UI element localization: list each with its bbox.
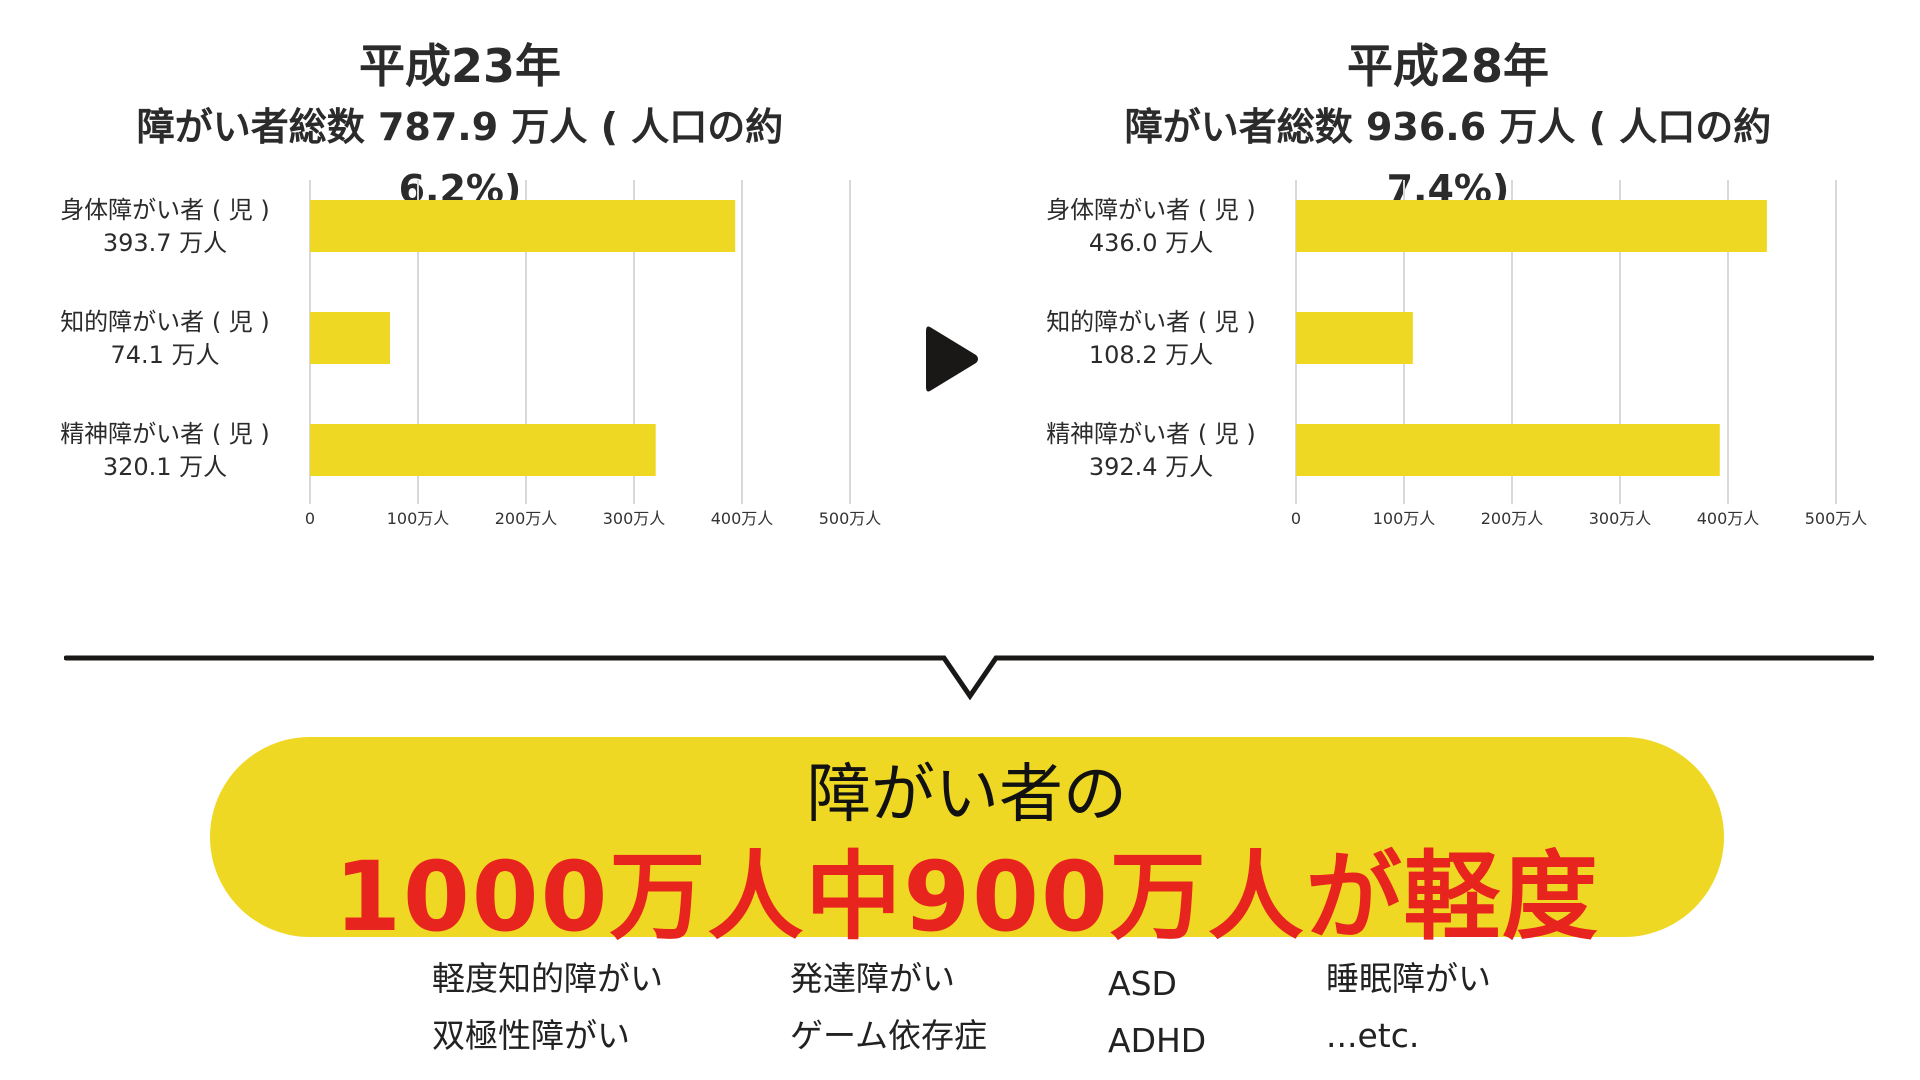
bar: [1296, 200, 1767, 252]
example-item: ...etc.: [1326, 1016, 1420, 1055]
right-chart-subtitle: 障がい者総数 936.6 万人 ( 人口の約 7.4%): [1124, 105, 1772, 211]
category-label: 精神障がい者 ( 児 ): [60, 420, 270, 448]
example-item: 発達障がい: [790, 959, 955, 998]
data-label: 74.1 万人: [110, 341, 219, 369]
section-divider: [64, 655, 1874, 700]
data-label: 393.7 万人: [103, 229, 227, 257]
bar: [310, 200, 736, 252]
right-chart-title: 平成28年: [1346, 39, 1549, 93]
right-bar-chart: 0 100万人 200万人 300万人 400万人 500万人 身体障がい者 ( 児 ) 43…: [1046, 180, 1868, 528]
category-label: 知的障がい者 ( 児 ): [1046, 308, 1256, 336]
x-tick-label: 300万人: [1589, 509, 1652, 528]
bar: [1296, 424, 1720, 476]
x-tick-label: 300万人: [603, 509, 666, 528]
category-label: 身体障がい者 ( 児 ): [1046, 196, 1256, 224]
data-label: 436.0 万人: [1089, 229, 1213, 257]
category-label: 身体障がい者 ( 児 ): [60, 196, 270, 224]
bar: [1296, 312, 1413, 364]
example-item: 軽度知的障がい: [432, 959, 663, 998]
play-triangle-icon: [926, 326, 978, 392]
category-label: 精神障がい者 ( 児 ): [1046, 420, 1256, 448]
summary-line1: 障がい者の: [807, 758, 1127, 832]
x-tick-label: 100万人: [1373, 509, 1436, 528]
x-tick-label: 0: [305, 509, 315, 528]
x-tick-label: 500万人: [1805, 509, 1868, 528]
x-tick-label: 100万人: [387, 509, 450, 528]
examples-column-3: ASD ADHD: [1108, 955, 1206, 1069]
examples-column-1: 軽度知的障がい 双極性障がい: [432, 950, 663, 1064]
x-tick-label: 200万人: [1481, 509, 1544, 528]
summary-banner: 障がい者の 1000万人中900万人が軽度: [210, 737, 1724, 953]
summary-headline: 1000万人中900万人が軽度: [334, 841, 1600, 953]
bar: [310, 424, 656, 476]
example-item: 双極性障がい: [432, 1016, 630, 1055]
example-item: ASD: [1108, 964, 1177, 1003]
right-chart-header: 平成28年 障がい者総数 936.6 万人 ( 人口の約 7.4%): [1068, 36, 1828, 220]
left-chart-header: 平成23年 障がい者総数 787.9 万人 ( 人口の約 6.2%): [80, 36, 840, 220]
x-tick-label: 400万人: [1697, 509, 1760, 528]
example-item: 睡眠障がい: [1326, 959, 1491, 998]
x-tick-label: 0: [1291, 509, 1301, 528]
data-label: 392.4 万人: [1089, 453, 1213, 481]
data-label: 320.1 万人: [103, 453, 227, 481]
data-label: 108.2 万人: [1089, 341, 1213, 369]
x-tick-label: 500万人: [819, 509, 882, 528]
example-item: ゲーム依存症: [790, 1016, 988, 1055]
bar: [310, 312, 391, 364]
left-bar-chart: 0 100万人 200万人 300万人 400万人 500万人 身体障がい者 ( 児 ) 39…: [60, 180, 882, 528]
category-label: 知的障がい者 ( 児 ): [60, 308, 270, 336]
left-chart-subtitle: 障がい者総数 787.9 万人 ( 人口の約 6.2%): [136, 105, 784, 211]
left-chart-title: 平成23年: [358, 39, 561, 93]
example-item: ADHD: [1108, 1021, 1207, 1060]
x-tick-label: 200万人: [495, 509, 558, 528]
x-tick-label: 400万人: [711, 509, 774, 528]
examples-column-4: 睡眠障がい ...etc.: [1326, 950, 1491, 1064]
examples-column-2: 発達障がい ゲーム依存症: [790, 950, 987, 1064]
